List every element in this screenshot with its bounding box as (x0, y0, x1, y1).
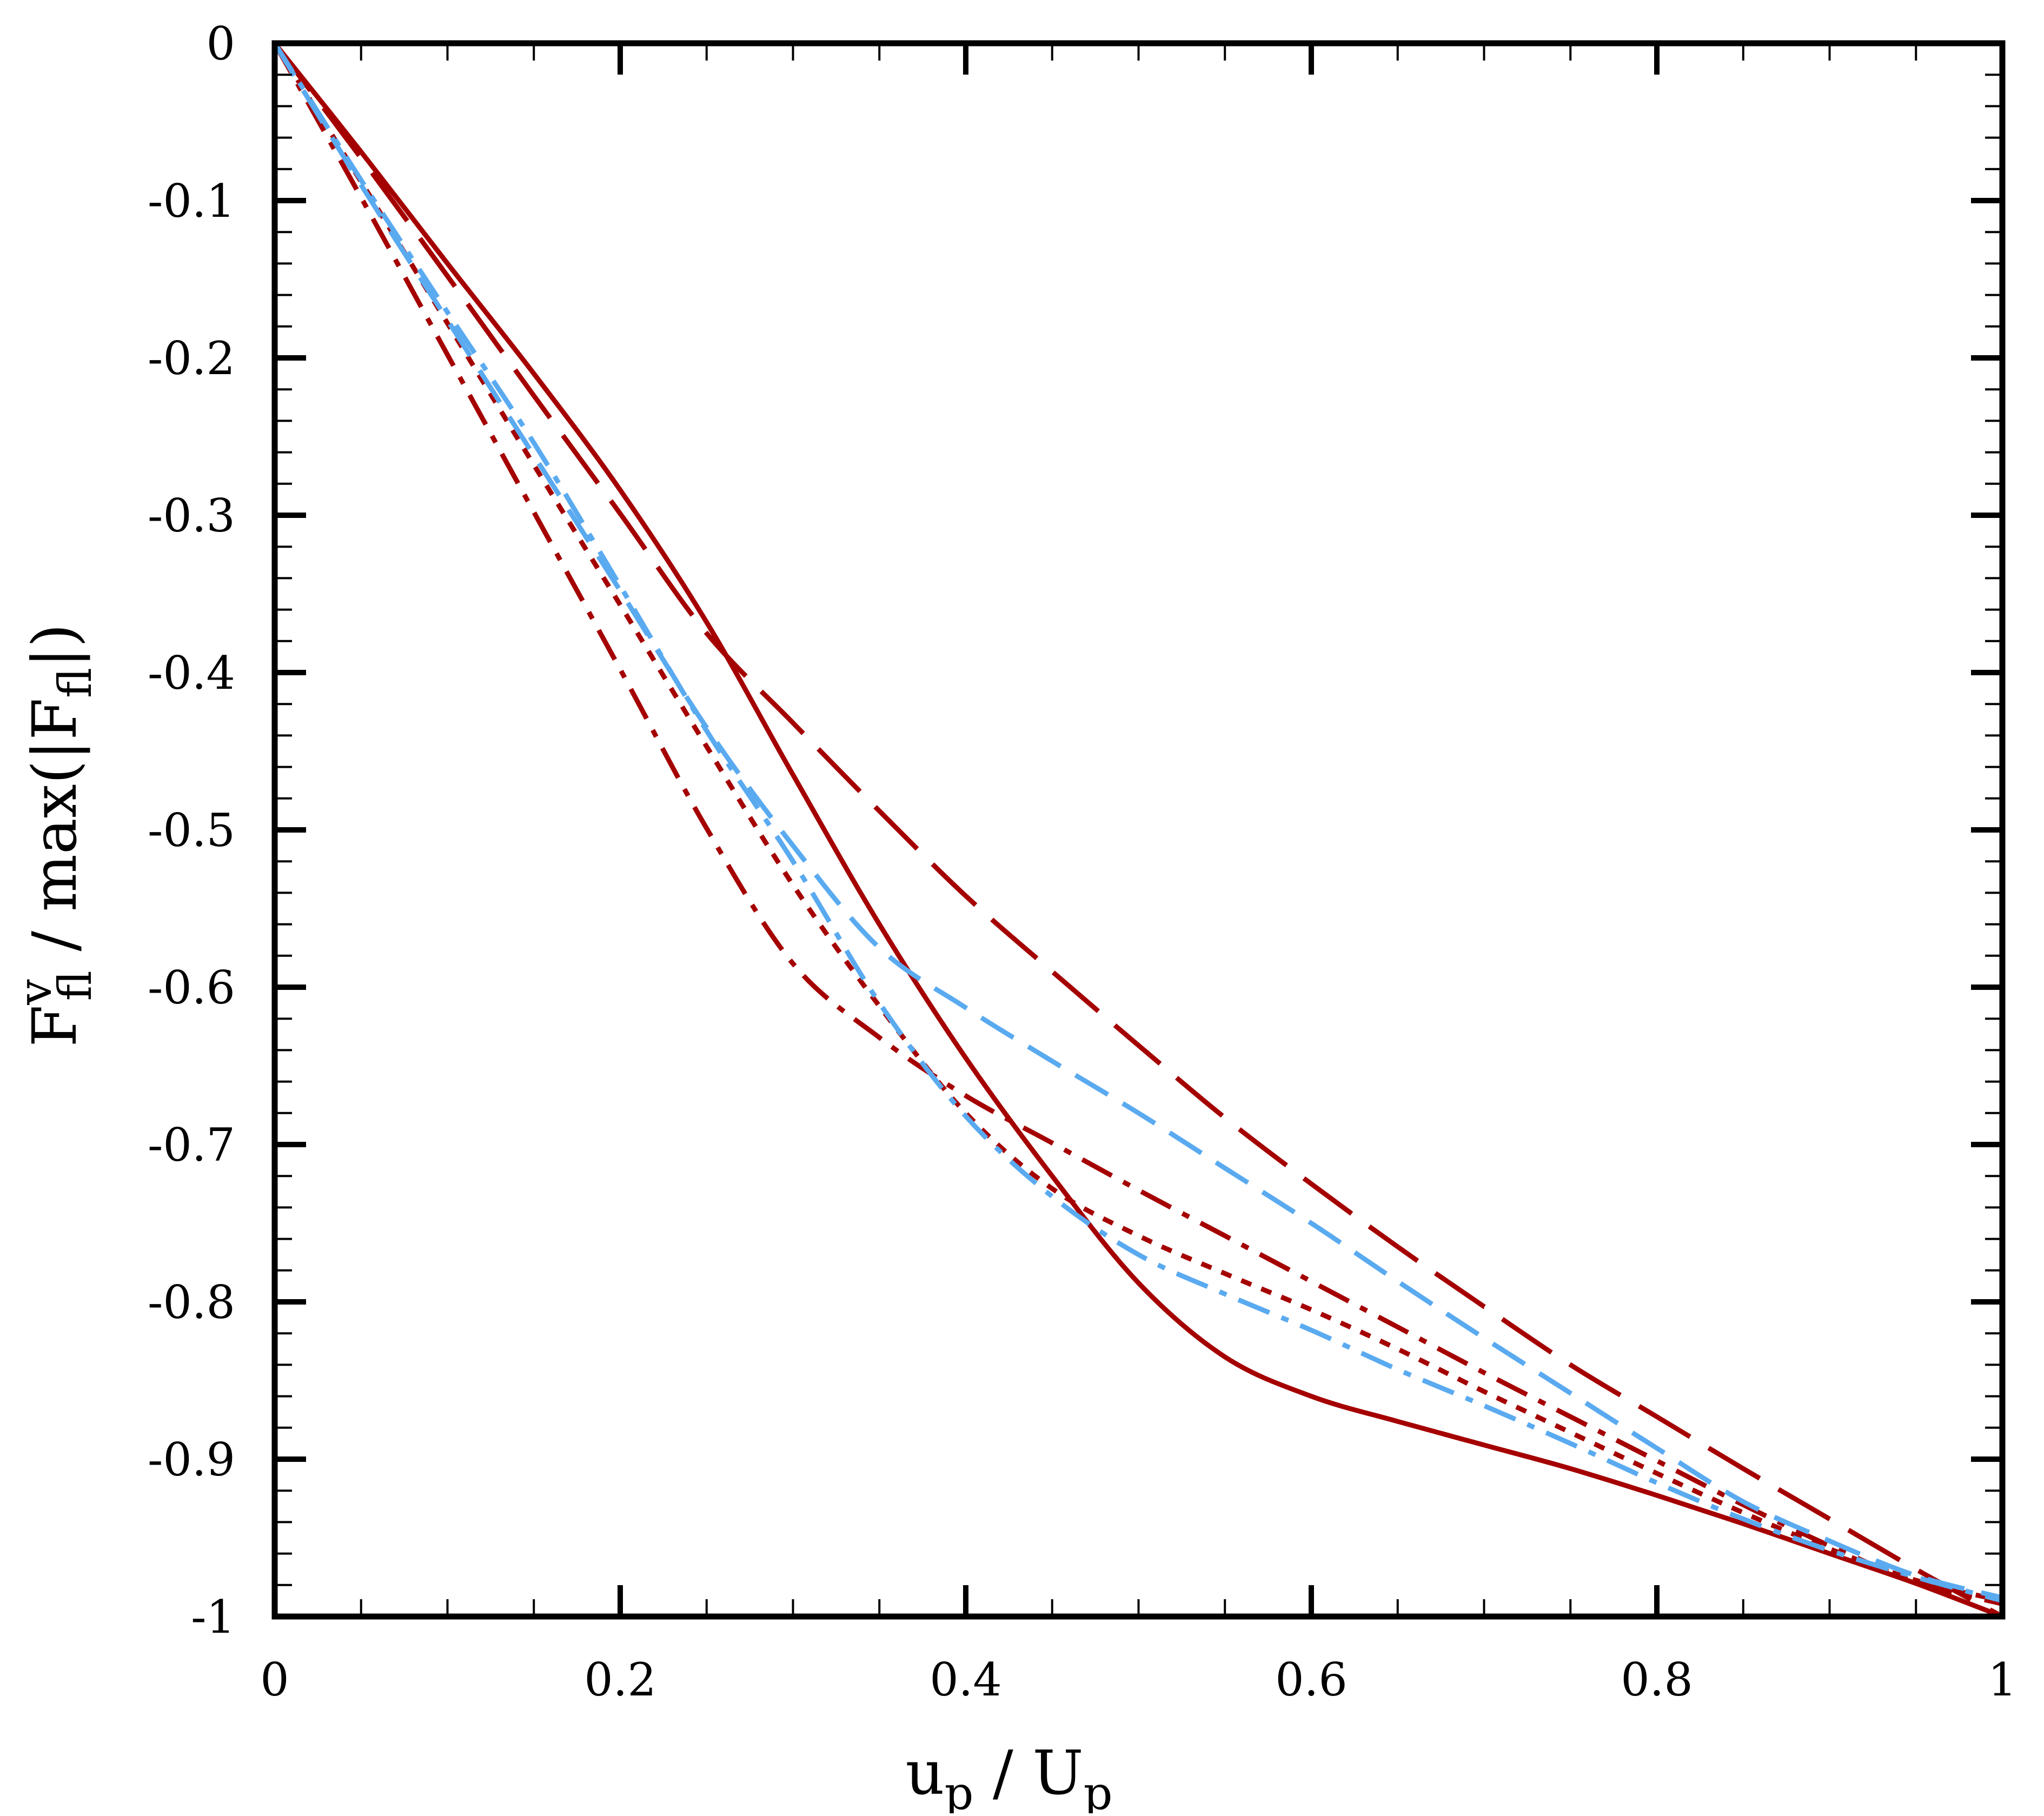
series-line-4 (273, 42, 2003, 1604)
plot-frame (271, 40, 2006, 1620)
series-line-1 (273, 42, 2003, 1619)
labels-layer: 0 0.2 0.4 0.6 0.8 1 0 -0.1 -0.2 -0.3 -0.4 -0.5 -0.6 -… (148, 17, 2017, 1706)
series-line-5 (273, 42, 2003, 1600)
y-tick-label: 0 (207, 17, 235, 70)
x-tick-label: 0.6 (1275, 1653, 1348, 1706)
y-tick-label: -0.1 (148, 175, 235, 228)
x-tick-label: 0.8 (1621, 1653, 1693, 1706)
series-line-3 (273, 42, 2003, 1607)
ticks-layer (272, 41, 2005, 1619)
x-tick-label: 0 (260, 1653, 289, 1706)
y-tick-label: -0.8 (148, 1276, 235, 1329)
y-tick-label: -0.4 (148, 647, 235, 700)
y-tick-label: -0.7 (148, 1119, 235, 1172)
y-tick-label: -0.6 (148, 961, 235, 1014)
series-layer (273, 42, 2004, 1619)
y-axis-title: Fvfl / max(|Ffl|) (9, 624, 102, 1047)
y-tick-label: -0.9 (148, 1433, 235, 1486)
x-tick-label: 0.2 (584, 1653, 656, 1706)
series-line-6 (273, 42, 2003, 1604)
y-tick-label: -0.3 (148, 489, 235, 542)
x-axis-title: up / Up (905, 1738, 1112, 1813)
y-tick-label: -0.5 (148, 804, 235, 857)
x-tick-label: 0.4 (930, 1653, 1002, 1706)
y-tick-label: -1 (191, 1591, 235, 1644)
series-line-2 (273, 42, 2004, 1619)
x-tick-label: 1 (1988, 1653, 2016, 1706)
y-tick-label: -0.2 (148, 332, 235, 385)
